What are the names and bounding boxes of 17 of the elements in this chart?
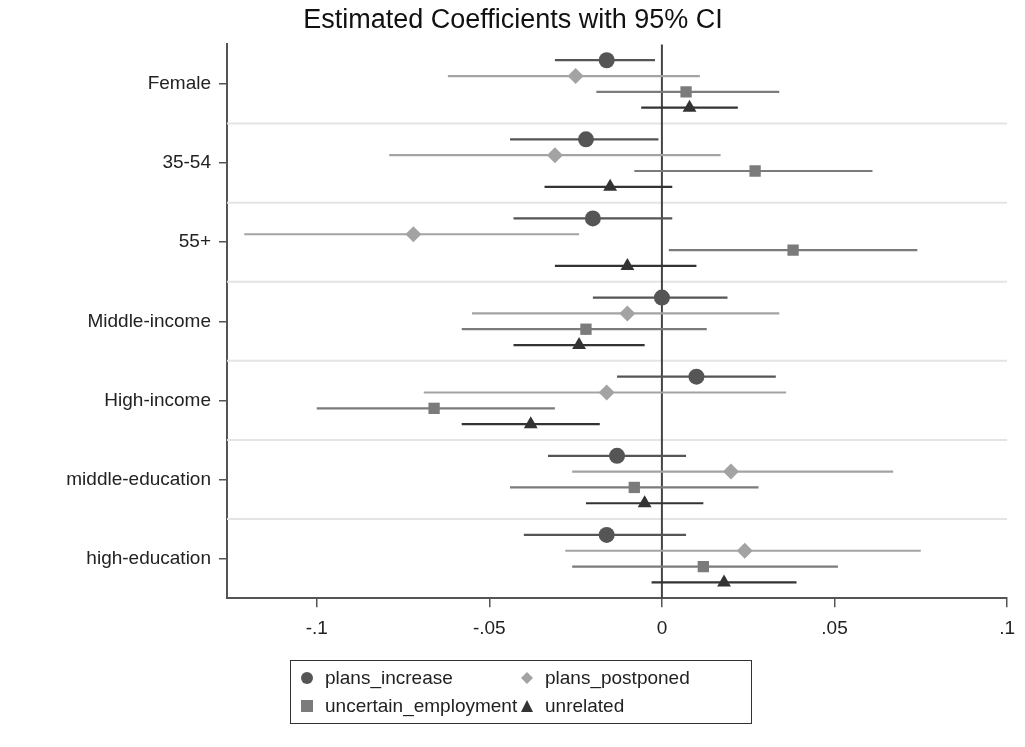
x-tick-label: 0 [656, 616, 668, 638]
y-tick-label: high-education [86, 546, 211, 568]
legend-label: plans_postponed [545, 667, 690, 689]
x-tick-label: .05 [821, 616, 848, 638]
legend-label: unrelated [545, 695, 625, 717]
x-tick-label: -.1 [305, 616, 328, 638]
y-tick-label: 35-54 [162, 151, 212, 173]
x-tick-label: -.05 [472, 616, 506, 638]
y-tick-label: middle-education [66, 467, 211, 489]
chart-title: Estimated Coefficients with 95% CI [303, 3, 723, 34]
y-tick-label: Female [147, 72, 211, 94]
y-tick-label: 55+ [178, 230, 211, 252]
legend-label: uncertain_employment [325, 695, 518, 717]
y-tick-label: Middle-income [87, 309, 211, 331]
x-tick-label: .1 [999, 616, 1016, 638]
legend-label: plans_increase [325, 667, 453, 689]
y-tick-label: High-income [104, 388, 211, 410]
